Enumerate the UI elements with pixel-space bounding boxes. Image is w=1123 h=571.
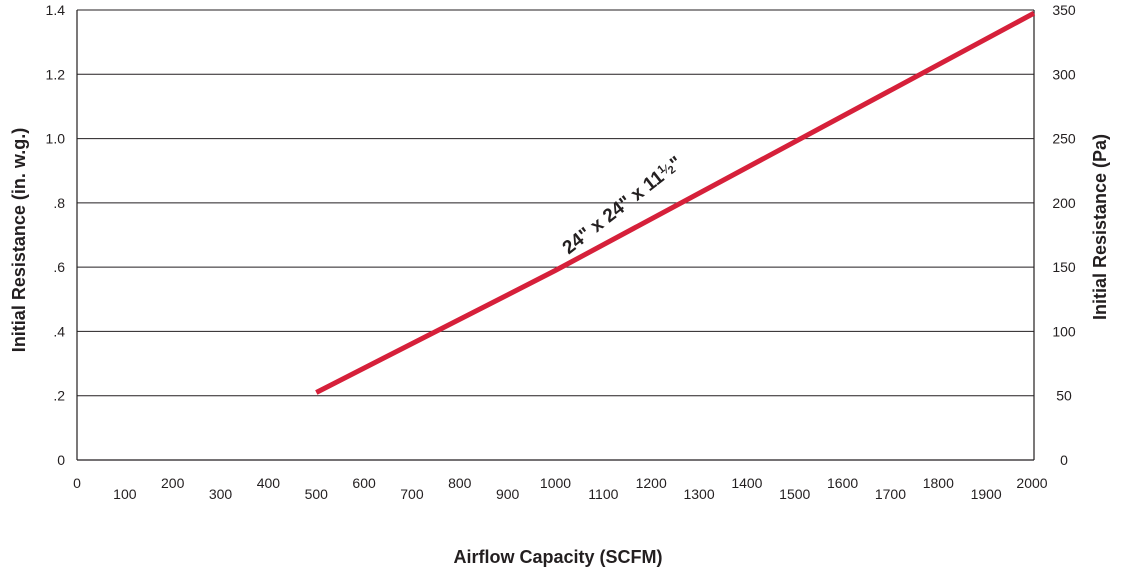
x-tick-label: 2000 bbox=[1016, 475, 1047, 491]
y-tick-label: 1.0 bbox=[46, 131, 66, 147]
x-tick-label: 400 bbox=[257, 475, 281, 491]
y-axis-ticks: 0 .2 .4 .6 .8 1.0 1.2 1.4 bbox=[46, 2, 66, 468]
grid-lines bbox=[77, 9, 1034, 397]
y2-tick-label: 100 bbox=[1052, 323, 1076, 339]
x-tick-label: 200 bbox=[161, 475, 185, 491]
y2-tick-label: 0 bbox=[1060, 452, 1068, 468]
y2-axis-title: Initial Resistance (Pa) bbox=[1090, 134, 1110, 320]
x-tick-label: 1800 bbox=[923, 475, 954, 491]
x-tick-label: 1000 bbox=[540, 475, 571, 491]
plot-frame bbox=[76, 10, 1035, 461]
x-tick-label: 300 bbox=[209, 486, 233, 502]
y-axis-title: Initial Resistance (in. w.g.) bbox=[9, 128, 29, 352]
x-tick-label: 1700 bbox=[875, 486, 906, 502]
y2-tick-label: 50 bbox=[1056, 388, 1072, 404]
y2-tick-label: 300 bbox=[1052, 66, 1076, 82]
y2-tick-label: 350 bbox=[1052, 2, 1076, 18]
y-tick-label: .2 bbox=[53, 388, 65, 404]
series-label-main: 24" x 24" x 11 bbox=[559, 166, 669, 258]
x-tick-label: 500 bbox=[305, 486, 329, 502]
x-tick-label: 0 bbox=[73, 475, 81, 491]
x-tick-label: 900 bbox=[496, 486, 520, 502]
x-tick-label: 1100 bbox=[588, 486, 618, 502]
series-line bbox=[315, 10, 1036, 395]
x-tick-label: 100 bbox=[113, 486, 137, 502]
y-tick-label: .8 bbox=[53, 195, 65, 211]
series-layer bbox=[315, 10, 1036, 395]
x-tick-label: 800 bbox=[448, 475, 472, 491]
x-axis-title: Airflow Capacity (SCFM) bbox=[453, 547, 662, 567]
y-tick-label: 1.4 bbox=[46, 2, 66, 18]
y-tick-label: .6 bbox=[53, 259, 65, 275]
y-tick-label: 0 bbox=[57, 452, 65, 468]
series-label: 24" x 24" x 111⁄2" bbox=[559, 153, 687, 259]
x-tick-label: 1400 bbox=[731, 475, 762, 491]
x-tick-label: 1600 bbox=[827, 475, 858, 491]
x-tick-label: 1300 bbox=[683, 486, 714, 502]
x-tick-label: 1500 bbox=[779, 486, 810, 502]
y2-tick-label: 200 bbox=[1052, 195, 1076, 211]
x-tick-label: 700 bbox=[400, 486, 424, 502]
y2-axis-ticks: 0 50 100 150 200 250 300 350 bbox=[1052, 2, 1076, 468]
x-tick-label: 600 bbox=[352, 475, 376, 491]
y2-tick-label: 150 bbox=[1052, 259, 1076, 275]
y2-tick-label: 250 bbox=[1052, 131, 1076, 147]
x-tick-label: 1900 bbox=[971, 486, 1002, 502]
y-tick-label: 1.2 bbox=[46, 66, 66, 82]
y-tick-label: .4 bbox=[53, 323, 65, 339]
x-axis-ticks: 0 100 200 300 400 500 600 700 800 900 1000 1100 1200… bbox=[73, 475, 1048, 502]
x-tick-label: 1200 bbox=[636, 475, 667, 491]
